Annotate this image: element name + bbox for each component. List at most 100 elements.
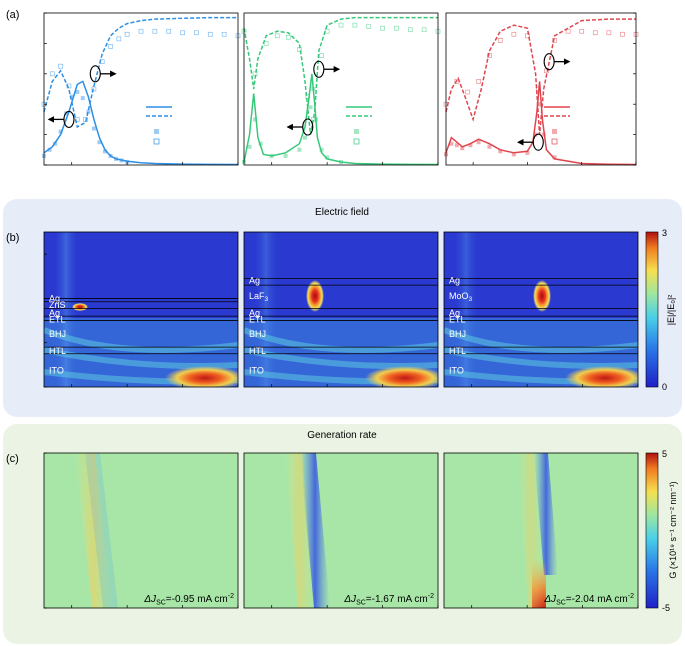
data-point bbox=[366, 24, 372, 30]
data-point bbox=[180, 30, 185, 36]
data-point bbox=[319, 53, 324, 58]
colorbar-field bbox=[645, 231, 659, 388]
panel-b-title: Electric field bbox=[315, 207, 369, 218]
data-point bbox=[498, 149, 503, 154]
legend-swatch-filled bbox=[354, 129, 359, 134]
panel-label-b: (b) bbox=[6, 232, 19, 244]
layer-label: ZnS bbox=[49, 300, 66, 310]
data-point bbox=[535, 86, 541, 92]
legend-swatch-open bbox=[353, 138, 360, 145]
data-point bbox=[91, 86, 97, 92]
layer-label: ETL bbox=[249, 314, 266, 324]
jsc-annotation-sub: SC bbox=[556, 600, 566, 607]
data-point bbox=[97, 140, 102, 145]
layer-label: LaF3 bbox=[249, 291, 269, 303]
data-point bbox=[460, 146, 465, 151]
layer-label-text: BHJ bbox=[449, 329, 466, 339]
layer-label: HTL bbox=[49, 346, 66, 356]
data-point bbox=[99, 59, 105, 64]
legend-swatch-open bbox=[153, 138, 160, 145]
jsc-annotation-sup: -2 bbox=[628, 593, 634, 600]
data-point bbox=[533, 132, 538, 137]
data-point bbox=[468, 143, 473, 148]
jsc-annotation-sub: SC bbox=[356, 600, 366, 607]
chart-a1 bbox=[41, 12, 241, 166]
legend-swatch-open bbox=[551, 138, 558, 145]
colorbar-generation-label: G (×10¹⁹ s⁻¹ cm⁻² nm⁻¹) bbox=[668, 481, 678, 578]
layer-label-text: HTL bbox=[49, 346, 66, 356]
plot-frame bbox=[445, 12, 637, 166]
data-point bbox=[476, 79, 481, 84]
chart-c2: ΔJSC=-1.67 mA cm-2 bbox=[243, 452, 439, 609]
data-point bbox=[338, 22, 344, 28]
series-marker-circle bbox=[532, 133, 544, 151]
layer-label: Ag bbox=[49, 293, 60, 303]
data-point bbox=[380, 25, 385, 31]
chart-c3: ΔJSC=-2.04 mA cm-2 bbox=[443, 452, 639, 609]
layer-label-text: MoO bbox=[449, 291, 469, 301]
data-point bbox=[253, 117, 258, 122]
data-point bbox=[407, 27, 413, 33]
data-point bbox=[319, 147, 324, 152]
colorbar-field-min: 0 bbox=[662, 382, 667, 392]
data-point bbox=[606, 30, 612, 36]
layer-label: Ag bbox=[249, 308, 260, 318]
data-point bbox=[66, 83, 72, 89]
data-point bbox=[325, 155, 330, 160]
data-point bbox=[119, 158, 124, 163]
panel-label-c: (c) bbox=[6, 453, 19, 465]
layer-label-text: HTL bbox=[449, 346, 466, 356]
jsc-annotation-prefix: ΔJ bbox=[543, 594, 557, 605]
layer-label-text: ITO bbox=[449, 365, 464, 375]
series-marker-circle bbox=[313, 60, 325, 78]
data-point bbox=[166, 28, 172, 34]
data-point bbox=[525, 33, 530, 39]
series-line-0 bbox=[243, 73, 439, 166]
data-point bbox=[314, 117, 319, 122]
data-point bbox=[152, 28, 158, 34]
jsc-annotation-value: =-0.95 mA cm bbox=[166, 594, 228, 605]
legend-swatch-filled bbox=[552, 129, 557, 134]
data-point bbox=[116, 36, 122, 42]
layer-label: BHJ bbox=[49, 329, 66, 339]
plot-frame bbox=[243, 12, 439, 166]
data-point bbox=[80, 96, 85, 101]
data-point bbox=[421, 27, 427, 33]
layer-label-text: Ag bbox=[449, 276, 460, 286]
layer-label: BHJ bbox=[449, 329, 466, 339]
plot-frame bbox=[243, 231, 439, 388]
data-point bbox=[487, 53, 492, 58]
generation-map-blue bbox=[44, 453, 238, 608]
series-line-0 bbox=[43, 80, 239, 166]
data-point bbox=[269, 153, 274, 158]
data-point bbox=[308, 105, 313, 110]
layer-label-text: Ag bbox=[49, 308, 60, 318]
data-point bbox=[252, 71, 258, 77]
data-point bbox=[53, 141, 58, 146]
layer-label-subscript: 3 bbox=[469, 296, 473, 303]
data-point bbox=[565, 28, 571, 34]
panel-label-a: (a) bbox=[6, 9, 19, 21]
layer-label-text: HTL bbox=[249, 346, 266, 356]
jsc-annotation: ΔJSC=-2.04 mA cm-2 bbox=[543, 593, 634, 607]
data-point bbox=[58, 63, 63, 69]
data-point bbox=[258, 141, 263, 146]
layer-label: HTL bbox=[249, 346, 266, 356]
layer-label-text: BHJ bbox=[249, 329, 266, 339]
layer-label-text: ITO bbox=[249, 365, 264, 375]
data-point bbox=[579, 28, 585, 34]
layer-label: ETL bbox=[49, 314, 66, 324]
data-point bbox=[454, 79, 460, 84]
plot-frame bbox=[243, 452, 439, 609]
layer-label: ITO bbox=[449, 365, 464, 375]
plot-frame bbox=[43, 231, 239, 388]
plot-frame bbox=[443, 231, 639, 388]
data-point bbox=[537, 102, 542, 107]
data-point bbox=[525, 150, 530, 155]
data-point bbox=[47, 147, 52, 152]
data-point bbox=[352, 22, 358, 28]
field-map-green bbox=[244, 232, 438, 387]
jsc-annotation-prefix: ΔJ bbox=[343, 594, 357, 605]
